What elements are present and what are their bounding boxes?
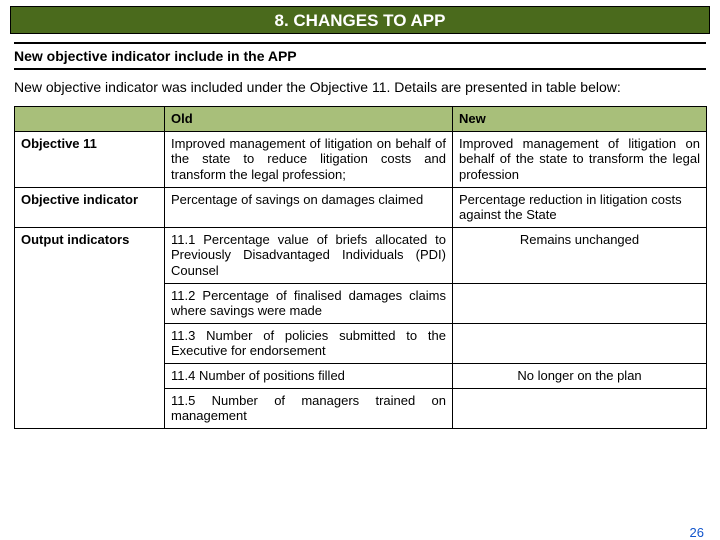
cell-old: 11.2 Percentage of finalised damages cla… bbox=[165, 283, 453, 323]
header-old: Old bbox=[165, 107, 453, 132]
changes-table: Old New Objective 11 Improved management… bbox=[14, 106, 707, 429]
cell-new: Improved management of litigation on beh… bbox=[453, 131, 707, 187]
cell-old: Improved management of litigation on beh… bbox=[165, 131, 453, 187]
table-row: Objective indicator Percentage of saving… bbox=[15, 187, 707, 227]
table-header-row: Old New bbox=[15, 107, 707, 132]
cell-old: 11.1 Percentage value of briefs allocate… bbox=[165, 227, 453, 283]
header-blank bbox=[15, 107, 165, 132]
cell-new: No longer on the plan bbox=[453, 363, 707, 388]
cell-old: 11.5 Number of managers trained on manag… bbox=[165, 388, 453, 428]
slide-title: 8. CHANGES TO APP bbox=[10, 6, 710, 34]
row-label: Objective indicator bbox=[15, 187, 165, 227]
row-label: Objective 11 bbox=[15, 131, 165, 187]
intro-text: New objective indicator was included und… bbox=[14, 78, 706, 96]
cell-new bbox=[453, 283, 707, 323]
cell-old: 11.4 Number of positions filled bbox=[165, 363, 453, 388]
cell-new: Percentage reduction in litigation costs… bbox=[453, 187, 707, 227]
table-row: Output indicators 11.1 Percentage value … bbox=[15, 227, 707, 283]
section-subtitle: New objective indicator include in the A… bbox=[14, 42, 706, 70]
header-new: New bbox=[453, 107, 707, 132]
cell-new bbox=[453, 323, 707, 363]
cell-old: 11.3 Number of policies submitted to the… bbox=[165, 323, 453, 363]
slide: 8. CHANGES TO APP New objective indicato… bbox=[0, 6, 720, 540]
cell-new: Remains unchanged bbox=[453, 227, 707, 283]
page-number: 26 bbox=[690, 525, 704, 540]
table-row: Objective 11 Improved management of liti… bbox=[15, 131, 707, 187]
row-label: Output indicators bbox=[15, 227, 165, 428]
cell-old: Percentage of savings on damages claimed bbox=[165, 187, 453, 227]
cell-new bbox=[453, 388, 707, 428]
